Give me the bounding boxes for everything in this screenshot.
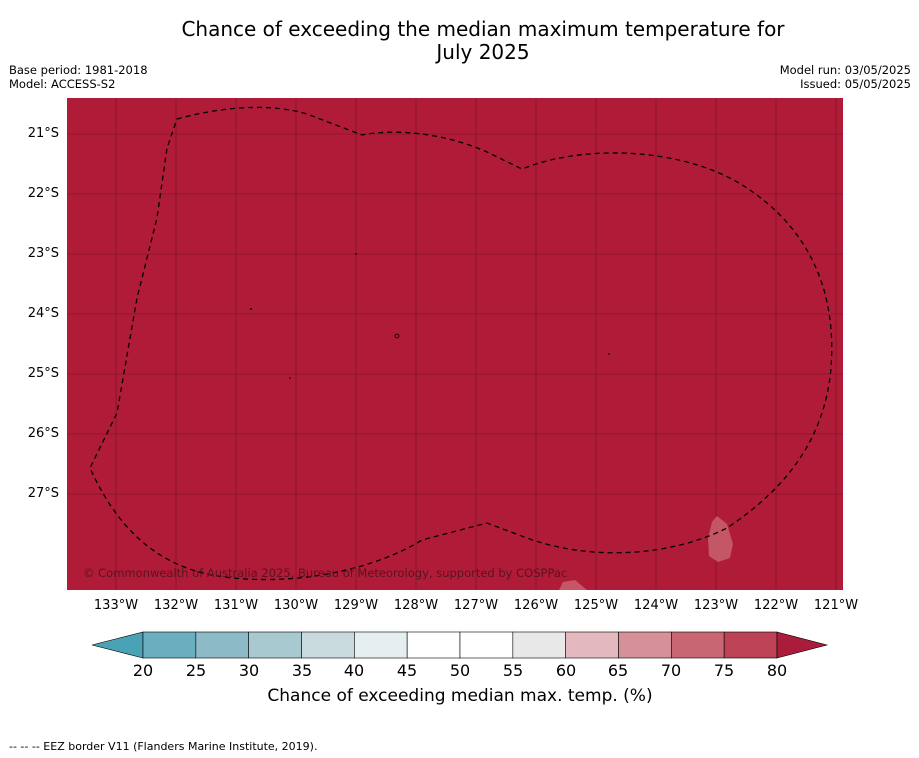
- colorbar-cell: [354, 631, 408, 659]
- colorbar-cell: [248, 631, 302, 659]
- lon-label-121: 121°W: [813, 598, 859, 613]
- colorbar-cell: [512, 631, 566, 659]
- lat-label-25: 25°S: [27, 366, 59, 381]
- islands: [250, 253, 610, 379]
- lon-label-125: 125°W: [573, 598, 619, 613]
- lon-label-129: 129°W: [333, 598, 379, 613]
- run-info: Model run: 03/05/2025 Issued: 05/05/2025: [780, 63, 911, 91]
- lon-label-128: 128°W: [393, 598, 439, 613]
- lon-label-133: 133°W: [93, 598, 139, 613]
- colorbar-tick-35: 35: [291, 661, 313, 680]
- colorbar-cell: [142, 631, 197, 659]
- lon-label-126: 126°W: [513, 598, 559, 613]
- colorbar-tick-20: 20: [132, 661, 154, 680]
- map-graphic: [67, 98, 843, 590]
- colorbar-tick-55: 55: [502, 661, 524, 680]
- base-period: Base period: 1981-2018: [9, 63, 148, 77]
- colorbar-cell: [671, 631, 725, 659]
- issued-date: Issued: 05/05/2025: [800, 77, 911, 91]
- colorbar-label: Chance of exceeding median max. temp. (%…: [267, 686, 653, 706]
- lat-label-27: 27°S: [27, 486, 59, 501]
- colorbar-tick-25: 25: [185, 661, 207, 680]
- colorbar-tick-60: 60: [555, 661, 577, 680]
- lon-label-124: 124°W: [633, 598, 679, 613]
- colorbar-tick-70: 70: [660, 661, 682, 680]
- title-line-1: Chance of exceeding the median maximum t…: [181, 17, 785, 41]
- forecast-map: © Commonwealth of Australia 2025, Bureau…: [67, 98, 843, 590]
- lon-label-123: 123°W: [693, 598, 739, 613]
- colorbar: [91, 631, 829, 659]
- colorbar-cell: [723, 631, 778, 659]
- colorbar-tick-30: 30: [238, 661, 260, 680]
- colorbar-tick-65: 65: [607, 661, 629, 680]
- eez-boundary: [89, 106, 833, 581]
- lat-label-21: 21°S: [27, 126, 59, 141]
- lon-label-127: 127°W: [453, 598, 499, 613]
- model-info: Base period: 1981-2018 Model: ACCESS-S2: [9, 63, 148, 91]
- lat-label-26: 26°S: [27, 426, 59, 441]
- colorbar-cell: [195, 631, 249, 659]
- colorbar-tick-50: 50: [449, 661, 471, 680]
- colorbar-cell: [459, 631, 514, 659]
- colorbar-tick-80: 80: [766, 661, 788, 680]
- copyright-text: © Commonwealth of Australia 2025, Bureau…: [83, 566, 568, 580]
- colorbar-cell: [565, 631, 619, 659]
- chart-title: Chance of exceeding the median maximum t…: [0, 18, 919, 64]
- colorbar-cells: [142, 631, 778, 659]
- lat-label-23: 23°S: [27, 246, 59, 261]
- model-name: Model: ACCESS-S2: [9, 77, 116, 91]
- lon-label-132: 132°W: [153, 598, 199, 613]
- lighter-patch: [708, 516, 733, 562]
- colorbar-cell: [406, 631, 461, 659]
- colorbar-tick-75: 75: [713, 661, 735, 680]
- eez-footnote: -- -- -- EEZ border V11 (Flanders Marine…: [9, 740, 318, 753]
- lon-label-131: 131°W: [213, 598, 259, 613]
- colorbar-tick-45: 45: [396, 661, 418, 680]
- colorbar-high-extend: [776, 631, 829, 659]
- title-line-2: July 2025: [436, 40, 530, 64]
- lat-label-24: 24°S: [27, 306, 59, 321]
- colorbar-cell: [301, 631, 355, 659]
- lon-label-122: 122°W: [753, 598, 799, 613]
- colorbar-tick-40: 40: [343, 661, 365, 680]
- colorbar-low-extend: [91, 631, 144, 659]
- colorbar-cell: [618, 631, 672, 659]
- lighter-patch-bottom: [559, 580, 587, 590]
- model-run-date: Model run: 03/05/2025: [779, 63, 911, 77]
- lat-label-22: 22°S: [27, 186, 59, 201]
- lon-label-130: 130°W: [273, 598, 319, 613]
- graticule: [67, 98, 843, 590]
